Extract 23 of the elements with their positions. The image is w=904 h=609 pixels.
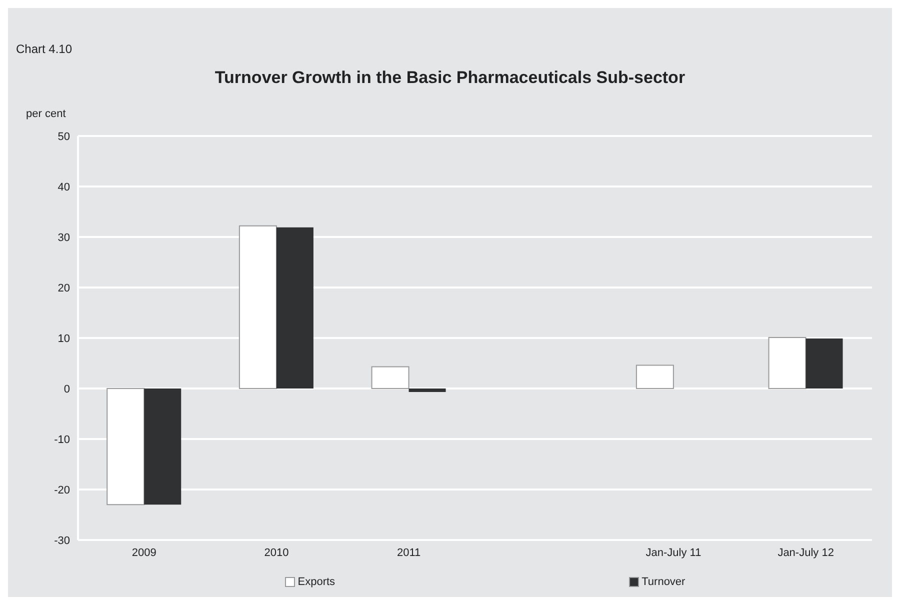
y-tick-label: -30 xyxy=(54,534,70,547)
legend-label: Exports xyxy=(296,576,336,588)
y-axis-title: per cent xyxy=(26,108,66,120)
x-tick-label: 2010 xyxy=(264,546,289,559)
bar xyxy=(144,388,182,505)
x-tick-label: Jan-July 11 xyxy=(646,546,702,559)
bar xyxy=(408,388,446,392)
y-tick-label: -10 xyxy=(54,434,70,446)
legend-label: Turnover xyxy=(640,576,686,588)
x-tick-label: 2009 xyxy=(132,546,156,559)
y-tick-label: -20 xyxy=(54,484,70,496)
x-tick-label: 2011 xyxy=(397,546,421,559)
y-tick-label: 10 xyxy=(58,332,70,345)
bar xyxy=(276,227,314,388)
y-tick-label: 30 xyxy=(58,232,70,244)
y-tick-label: 40 xyxy=(58,181,70,194)
bar xyxy=(806,338,843,388)
chart-title: Turnover Growth in the Basic Pharmaceuticals Sub-sector xyxy=(214,68,686,88)
y-tick-label: 20 xyxy=(58,282,70,294)
y-tick-label: 0 xyxy=(64,383,70,396)
caption: Chart 4.10 xyxy=(16,42,72,56)
y-tick-label: 50 xyxy=(58,130,70,143)
x-tick-label: Jan-July 12 xyxy=(778,546,834,559)
